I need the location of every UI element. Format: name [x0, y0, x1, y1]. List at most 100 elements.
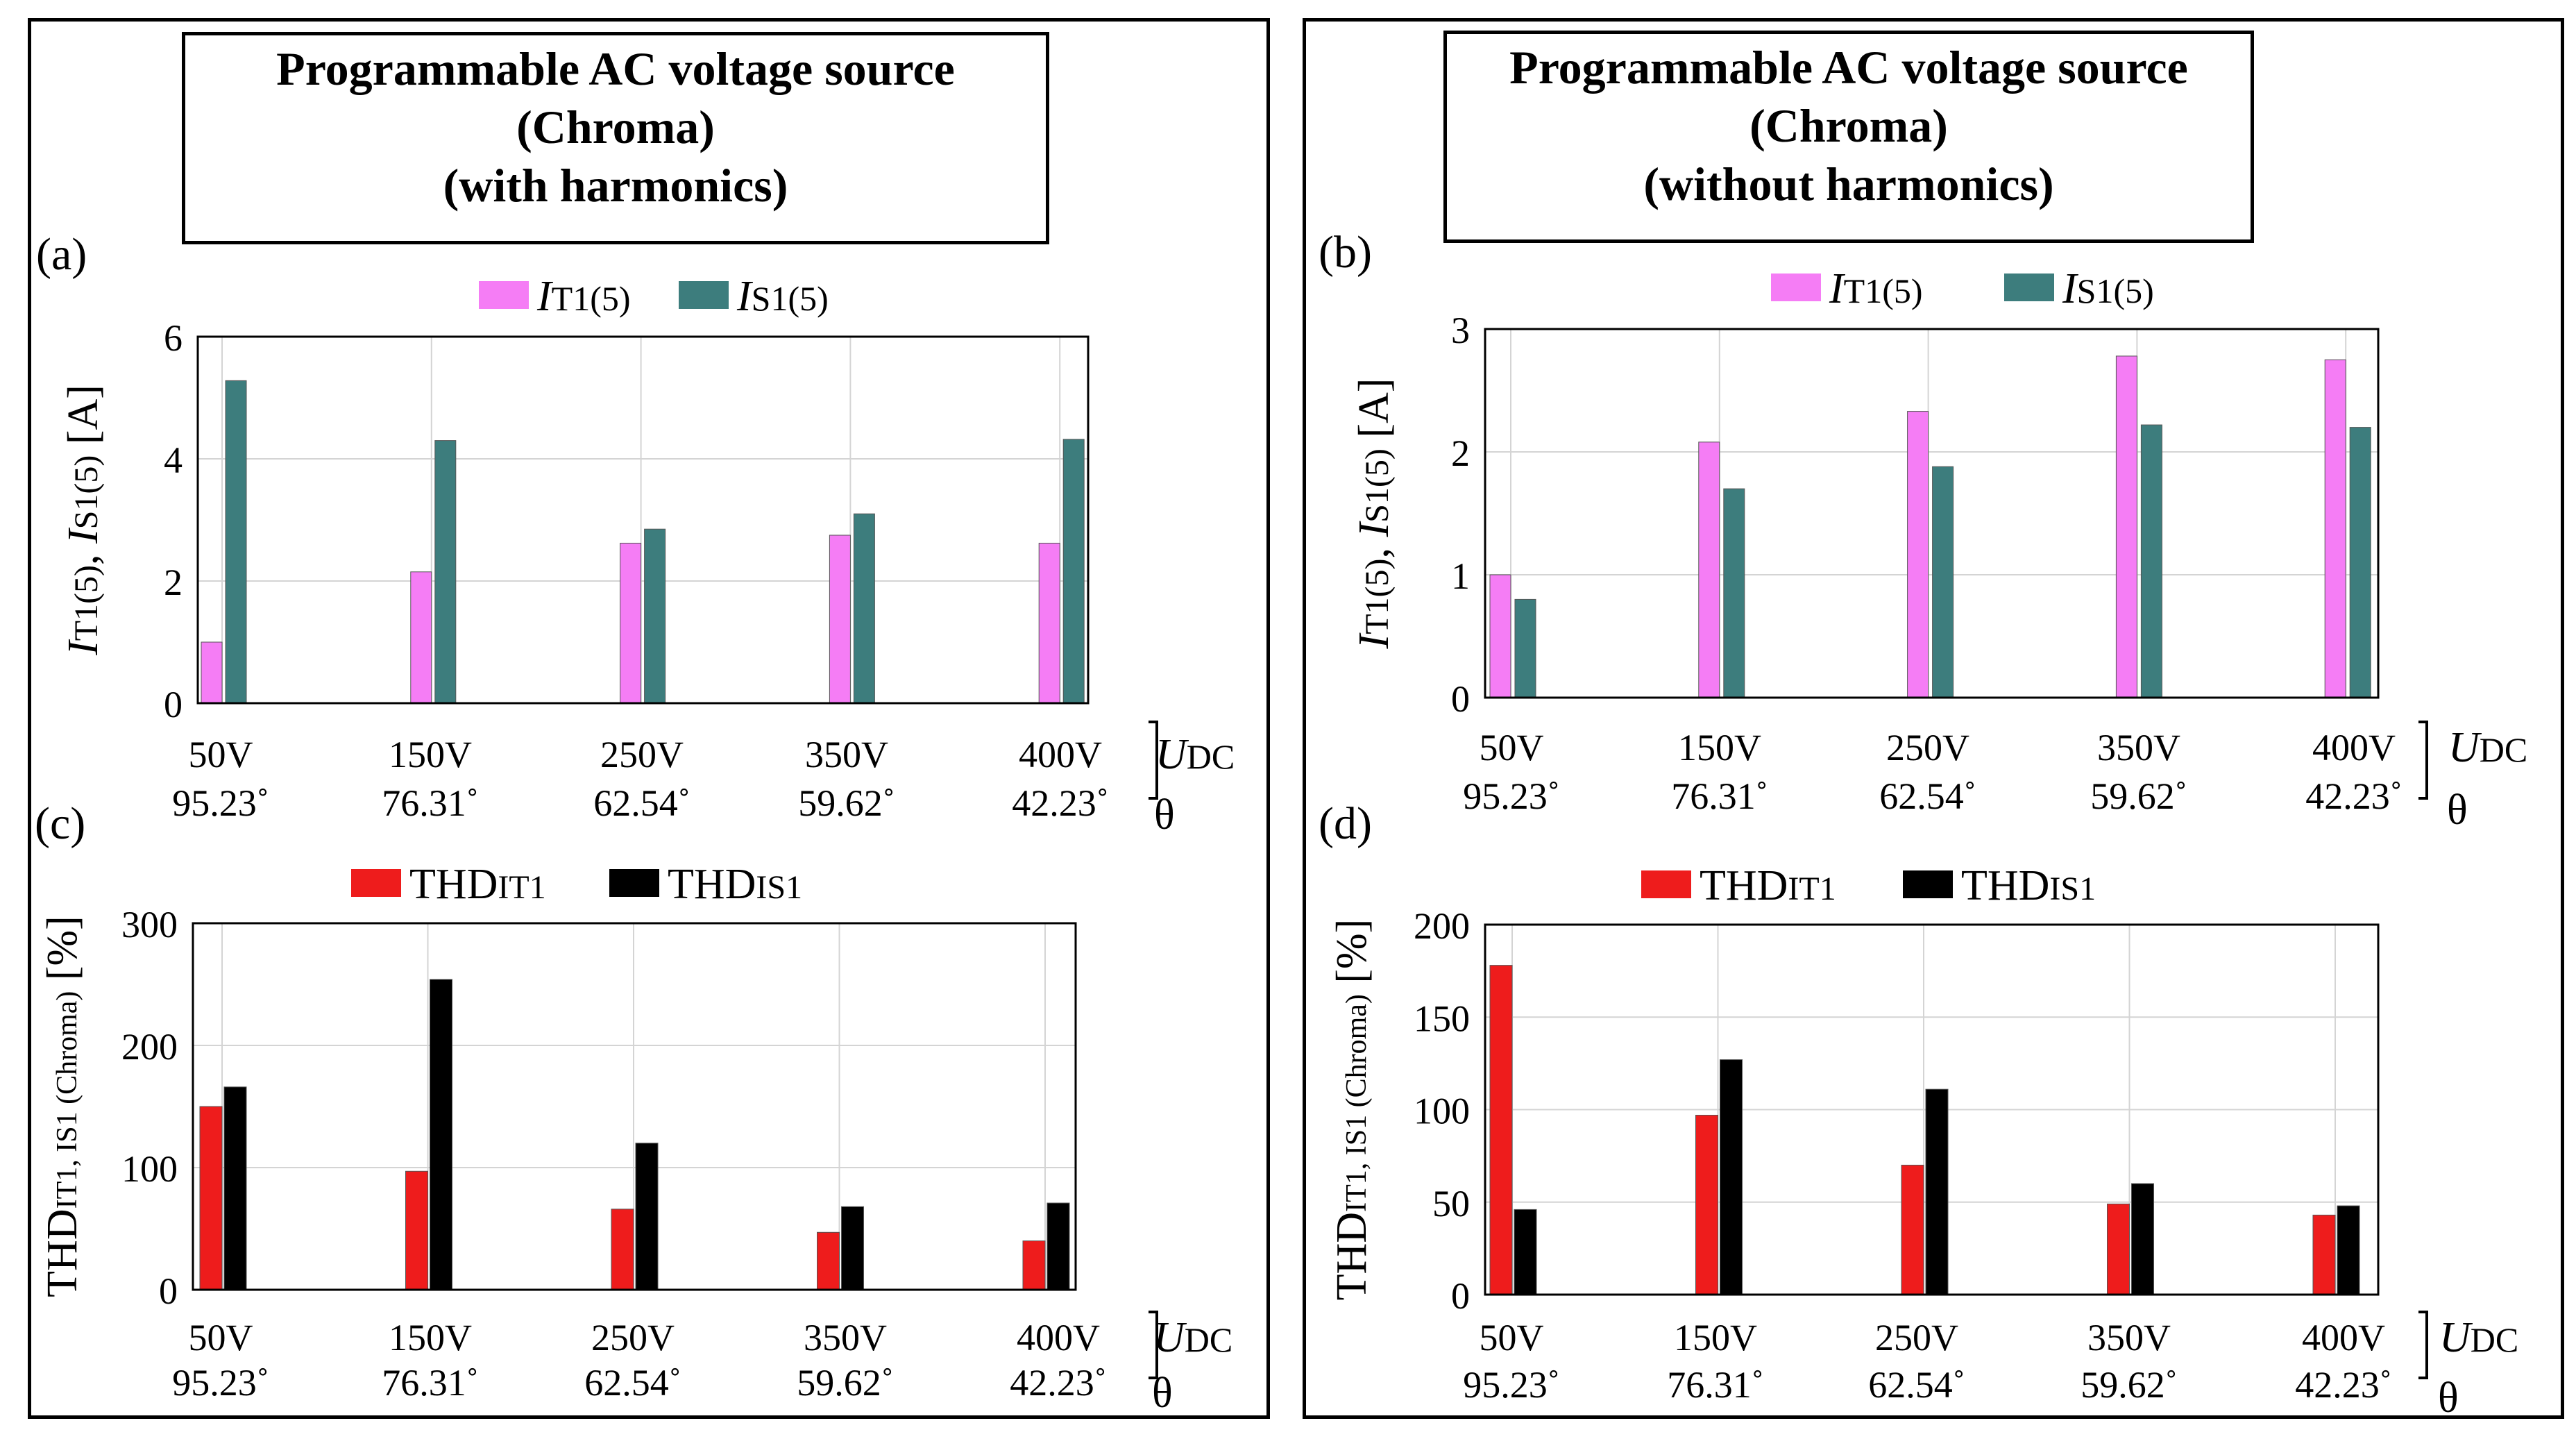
- x-tick-theta: 59.62˚: [798, 782, 895, 824]
- plot-frame: [196, 335, 1090, 705]
- x-tick-udc: 50V: [1480, 1317, 1544, 1358]
- x-tick-theta: 42.23˚: [2305, 775, 2402, 817]
- x-tick-theta: 76.31˚: [1671, 775, 1768, 817]
- bar-d-THDIS1-1: [1720, 1059, 1743, 1295]
- x-tick-theta: 42.23˚: [2295, 1364, 2391, 1406]
- x-tick-udc: 150V: [1678, 727, 1761, 768]
- bar-c-THDIT1-4: [1022, 1240, 1046, 1290]
- bar-d-THDIS1-3: [2131, 1183, 2154, 1295]
- legend-swatch: [1903, 870, 1953, 898]
- udc-axis-label: UDC: [1153, 1314, 1232, 1361]
- bar-b-IT1(5)-4: [2324, 359, 2346, 698]
- bar-c-THDIS1-3: [841, 1206, 864, 1290]
- bar-d-THDIT1-3: [2107, 1203, 2130, 1295]
- y-tick-label: 100: [1414, 1091, 1470, 1132]
- udc-axis-label: UDC: [2439, 1314, 2518, 1361]
- bar-b-IS1(5)-4: [2349, 427, 2371, 698]
- bar-b-IT1(5)-0: [1489, 574, 1511, 698]
- legend-label: THDIS1: [1961, 862, 2096, 909]
- y-tick-label: 3: [1451, 310, 1470, 351]
- x-tick-theta: 62.54˚: [593, 782, 690, 824]
- panel-label-c: (c): [35, 798, 85, 849]
- bar-d-THDIT1-1: [1695, 1114, 1718, 1295]
- y-tick-label: 0: [1451, 1275, 1470, 1317]
- axis-bracket: [1149, 721, 1158, 800]
- bar-c-THDIT1-3: [817, 1231, 840, 1290]
- bar-d-THDIT1-4: [2312, 1214, 2336, 1295]
- x-tick-udc: 150V: [389, 1317, 472, 1358]
- x-tick-udc: 50V: [1480, 727, 1544, 768]
- bar-d-THDIS1-4: [2337, 1205, 2360, 1295]
- x-tick-udc: 250V: [591, 1317, 675, 1358]
- bar-b-IT1(5)-2: [1907, 411, 1929, 698]
- legend-label: IS1(5): [736, 273, 829, 320]
- bar-c-THDIT1-0: [199, 1106, 223, 1290]
- y-axis-label: IT1(5), IS1(5) [A]: [1350, 378, 1398, 650]
- axis-bracket: [1149, 1311, 1158, 1379]
- axis-bracket: [2418, 721, 2428, 800]
- y-tick-label: 2: [164, 562, 183, 603]
- bar-a-IS1(5)-4: [1062, 439, 1085, 704]
- y-tick-label: 6: [164, 317, 183, 359]
- bar-a-IT1(5)-2: [620, 542, 642, 704]
- x-tick-theta: 59.62˚: [2090, 775, 2187, 817]
- legend-label: THDIT1: [1700, 862, 1836, 909]
- x-tick-udc: 150V: [1674, 1317, 1757, 1358]
- x-tick-theta: 42.23˚: [1012, 782, 1108, 824]
- bar-d-THDIS1-2: [1925, 1088, 1949, 1295]
- theta-axis-label: θ: [1154, 791, 1175, 839]
- plot-frame: [1484, 328, 2380, 699]
- bar-b-IS1(5)-0: [1514, 598, 1536, 698]
- bar-b-IS1(5)-2: [1932, 466, 1954, 698]
- udc-axis-label: UDC: [1155, 731, 1235, 778]
- bar-b-IS1(5)-1: [1723, 488, 1745, 698]
- panel-left: [28, 18, 1270, 1419]
- x-tick-udc: 350V: [804, 1317, 887, 1358]
- y-tick-label: 300: [121, 904, 178, 945]
- x-tick-udc: 350V: [805, 734, 888, 775]
- y-tick-label: 150: [1414, 998, 1470, 1039]
- legend-label: IS1(5): [2062, 265, 2154, 312]
- bar-c-THDIT1-1: [405, 1170, 428, 1290]
- plot-frame: [192, 922, 1077, 1291]
- x-tick-udc: 50V: [189, 734, 253, 775]
- title-line: (without harmonics): [1643, 158, 2054, 210]
- y-tick-label: 2: [1451, 432, 1470, 474]
- legend-swatch: [609, 869, 659, 897]
- x-tick-theta: 76.31˚: [1667, 1364, 1763, 1406]
- legend-swatch: [2004, 274, 2054, 301]
- bar-b-IS1(5)-3: [2140, 424, 2162, 698]
- x-tick-theta: 62.54˚: [1879, 775, 1976, 817]
- bar-a-IS1(5)-2: [644, 528, 666, 704]
- y-tick-label: 50: [1432, 1183, 1470, 1225]
- bar-c-THDIS1-2: [635, 1143, 659, 1290]
- bar-c-THDIT1-2: [611, 1209, 634, 1290]
- panel-right: [1303, 18, 2564, 1419]
- title-line: Programmable AC voltage source: [1509, 41, 2188, 94]
- x-tick-theta: 95.23˚: [172, 782, 269, 824]
- title-line: (Chroma): [1749, 99, 1948, 152]
- x-tick-theta: 59.62˚: [2081, 1364, 2177, 1406]
- legend-swatch: [679, 281, 729, 309]
- x-tick-udc: 250V: [1886, 727, 1969, 768]
- x-tick-theta: 62.54˚: [1868, 1364, 1965, 1406]
- x-tick-theta: 59.62˚: [797, 1362, 893, 1404]
- x-tick-udc: 50V: [189, 1317, 253, 1358]
- theta-axis-label: θ: [1152, 1370, 1173, 1417]
- legend-swatch: [1771, 274, 1821, 301]
- x-tick-theta: 95.23˚: [1463, 775, 1559, 817]
- bar-a-IS1(5)-3: [853, 513, 875, 704]
- legend-label: THDIT1: [409, 861, 546, 908]
- bar-a-IT1(5)-3: [829, 535, 851, 704]
- y-axis-label: IT1(5), IS1(5) [A]: [60, 385, 107, 656]
- axis-bracket: [2418, 1311, 2428, 1379]
- bar-b-IT1(5)-3: [2115, 355, 2137, 698]
- x-tick-udc: 400V: [2302, 1317, 2385, 1358]
- legend-swatch: [1641, 870, 1691, 898]
- title-line: (with harmonics): [443, 159, 788, 212]
- bar-a-IT1(5)-0: [201, 641, 223, 704]
- bar-d-THDIS1-0: [1514, 1209, 1537, 1295]
- panel-label-d: (d): [1319, 798, 1372, 849]
